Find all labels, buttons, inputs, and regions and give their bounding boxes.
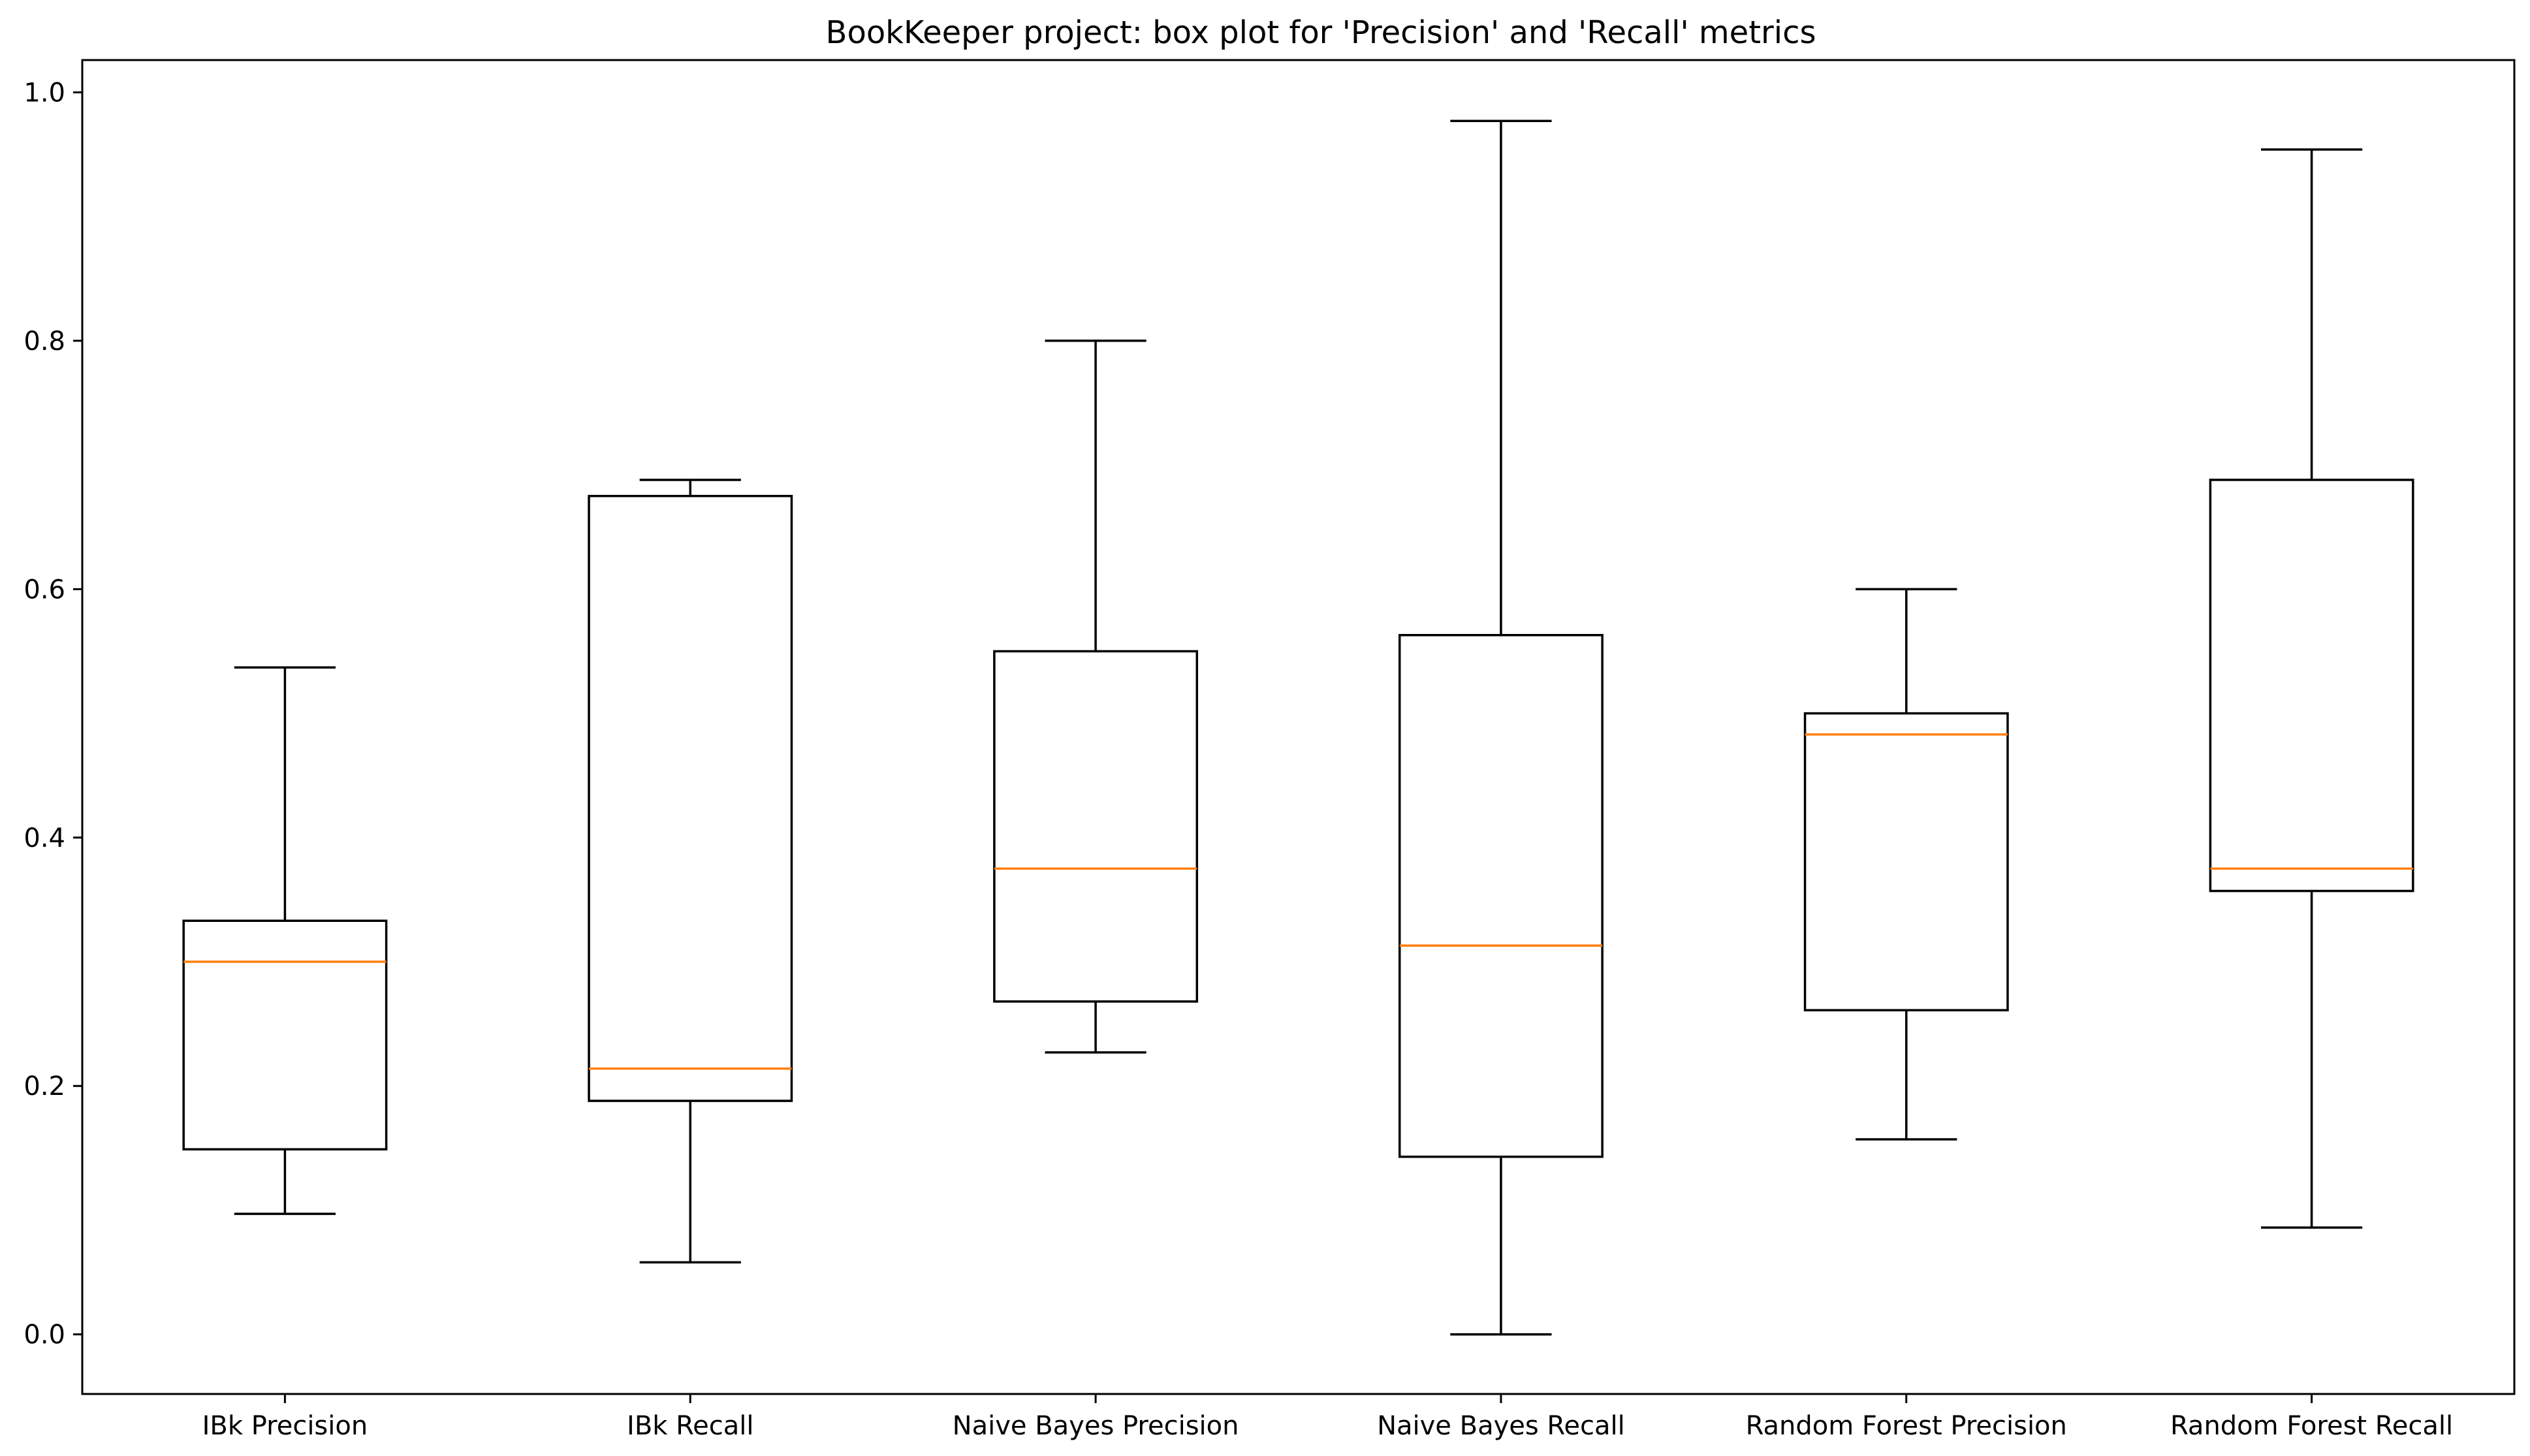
box-5 [1803, 588, 2009, 1141]
box-4 [1398, 119, 1604, 1336]
box-3 [993, 340, 1199, 1054]
plot-area [182, 119, 2414, 1336]
x-tick-label: Random Forest Recall [2170, 1411, 2453, 1441]
chart-title: BookKeeper project: box plot for 'Precis… [826, 14, 1816, 51]
y-tick-label: 0.2 [24, 1071, 65, 1101]
iqr-box [1803, 712, 2009, 1011]
y-tick-label: 0.4 [24, 823, 65, 853]
box-1 [182, 666, 388, 1215]
y-tick-label: 0.0 [24, 1320, 65, 1350]
y-tick-label: 0.6 [24, 575, 65, 605]
box-6 [2209, 148, 2414, 1229]
y-tick-label: 0.8 [24, 326, 65, 356]
iqr-box [2209, 479, 2414, 893]
axes: 0.0 0.2 0.4 0.6 0.8 1.0 IBk Precision IBk Recal… [24, 78, 2453, 1441]
iqr-box [1398, 633, 1604, 1158]
y-tick-label: 1.0 [24, 78, 65, 108]
iqr-box [182, 919, 388, 1151]
axes-frame [81, 59, 2516, 1395]
x-tick-label: Random Forest Precision [1746, 1411, 2067, 1441]
box-2 [588, 479, 793, 1264]
x-tick-label: Naive Bayes Recall [1377, 1411, 1625, 1441]
x-tick-label: Naive Bayes Precision [953, 1411, 1239, 1441]
x-tick-label: IBk Precision [202, 1411, 368, 1441]
x-tick-label: IBk Recall [627, 1411, 753, 1441]
iqr-box [993, 650, 1199, 1003]
iqr-box [588, 494, 793, 1102]
